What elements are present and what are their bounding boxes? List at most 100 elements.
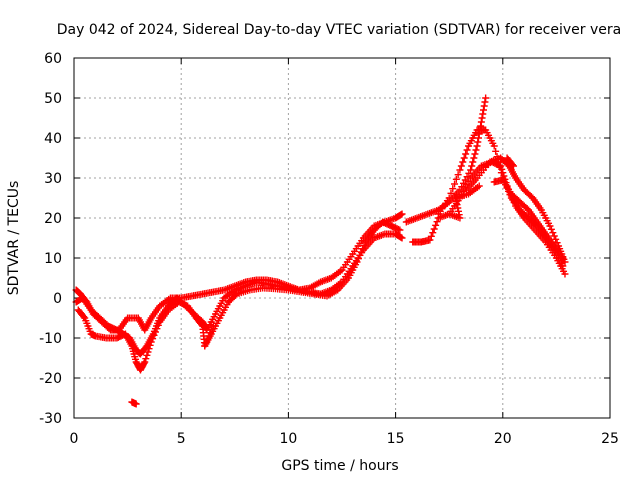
data-point [141,358,149,366]
chart-title: Day 042 of 2024, Sidereal Day-to-day VTE… [57,22,621,38]
data-point [477,118,485,126]
series-track-b [72,210,406,334]
data-point [467,166,475,174]
data-point [473,142,481,150]
y-tick-label: 60 [44,51,62,67]
x-tick-label: 5 [177,431,186,447]
data-point [472,146,480,154]
data-points [72,94,569,408]
data-point [559,254,567,262]
data-point [471,150,479,158]
data-point [475,130,483,138]
series-track-c [74,218,404,374]
data-point [144,348,152,356]
x-tick-label: 0 [70,431,79,447]
data-point [490,142,498,150]
data-point [454,171,462,179]
data-point [482,94,490,102]
data-point [433,218,441,226]
y-tick-label: -30 [39,411,62,427]
data-point [146,341,154,349]
series-track-d [128,94,490,408]
data-point [207,329,215,337]
data-point [561,258,569,266]
y-tick-label: 50 [44,91,62,107]
data-point [147,338,155,346]
x-axis-label: GPS time / hours [281,458,398,474]
data-point [427,232,435,240]
x-tick-label: 20 [494,431,512,447]
data-point [550,232,558,240]
data-point [398,234,406,242]
data-point [132,400,140,408]
data-point [208,325,216,333]
data-point [470,154,478,162]
grid [74,58,610,418]
data-point [474,138,482,146]
data-point [479,110,487,118]
data-point [150,331,158,339]
series-track-h [490,154,567,262]
data-point [477,122,485,130]
y-tick-label: -10 [39,331,62,347]
data-point [498,165,506,173]
plot-frame [73,57,611,419]
data-point [143,351,151,359]
data-point [80,313,88,321]
data-point [426,236,434,244]
data-point [360,241,368,249]
data-point [459,158,467,166]
y-tick-label: 0 [53,291,62,307]
data-point [455,211,463,219]
data-point [432,221,440,229]
data-point [209,322,217,330]
data-point [480,106,488,114]
data-point [462,150,470,158]
series-track-g [462,154,569,266]
axes: 0 5 10 15 20 25 -30 -20 -10 0 10 20 30 40 50 60 [39,51,619,447]
data-point [396,226,404,234]
y-tick-label: 10 [44,251,62,267]
data-point [508,161,516,169]
data-point [499,169,507,177]
data-point [430,225,438,233]
data-point [447,189,455,197]
x-tick-label: 10 [279,431,297,447]
y-tick-label: -20 [39,371,62,387]
data-point [500,172,508,180]
data-point [429,229,437,237]
data-point [481,98,489,106]
data-point [205,332,213,340]
data-point [457,162,465,170]
y-tick-label: 30 [44,171,62,187]
data-point [456,166,464,174]
data-point [145,345,153,353]
data-point [475,182,483,190]
data-point [153,325,161,333]
data-point [460,154,468,162]
data-point [546,222,554,230]
data-point [142,355,150,363]
y-tick-label: 40 [44,131,62,147]
data-point [232,291,240,299]
x-tick-label: 15 [387,431,405,447]
data-point [359,245,367,253]
data-point [468,162,476,170]
data-point [398,210,406,218]
data-point [357,248,365,256]
y-tick-label: 20 [44,211,62,227]
data-point [510,162,518,170]
data-point [463,146,471,154]
data-point [452,175,460,183]
data-point [356,251,364,259]
data-point [204,335,212,343]
data-point [353,258,361,266]
data-point [449,185,457,193]
x-tick-label: 25 [601,431,619,447]
data-point [454,207,462,215]
data-point [198,321,206,329]
data-point [547,225,555,233]
data-point [202,339,210,347]
data-point [497,162,505,170]
